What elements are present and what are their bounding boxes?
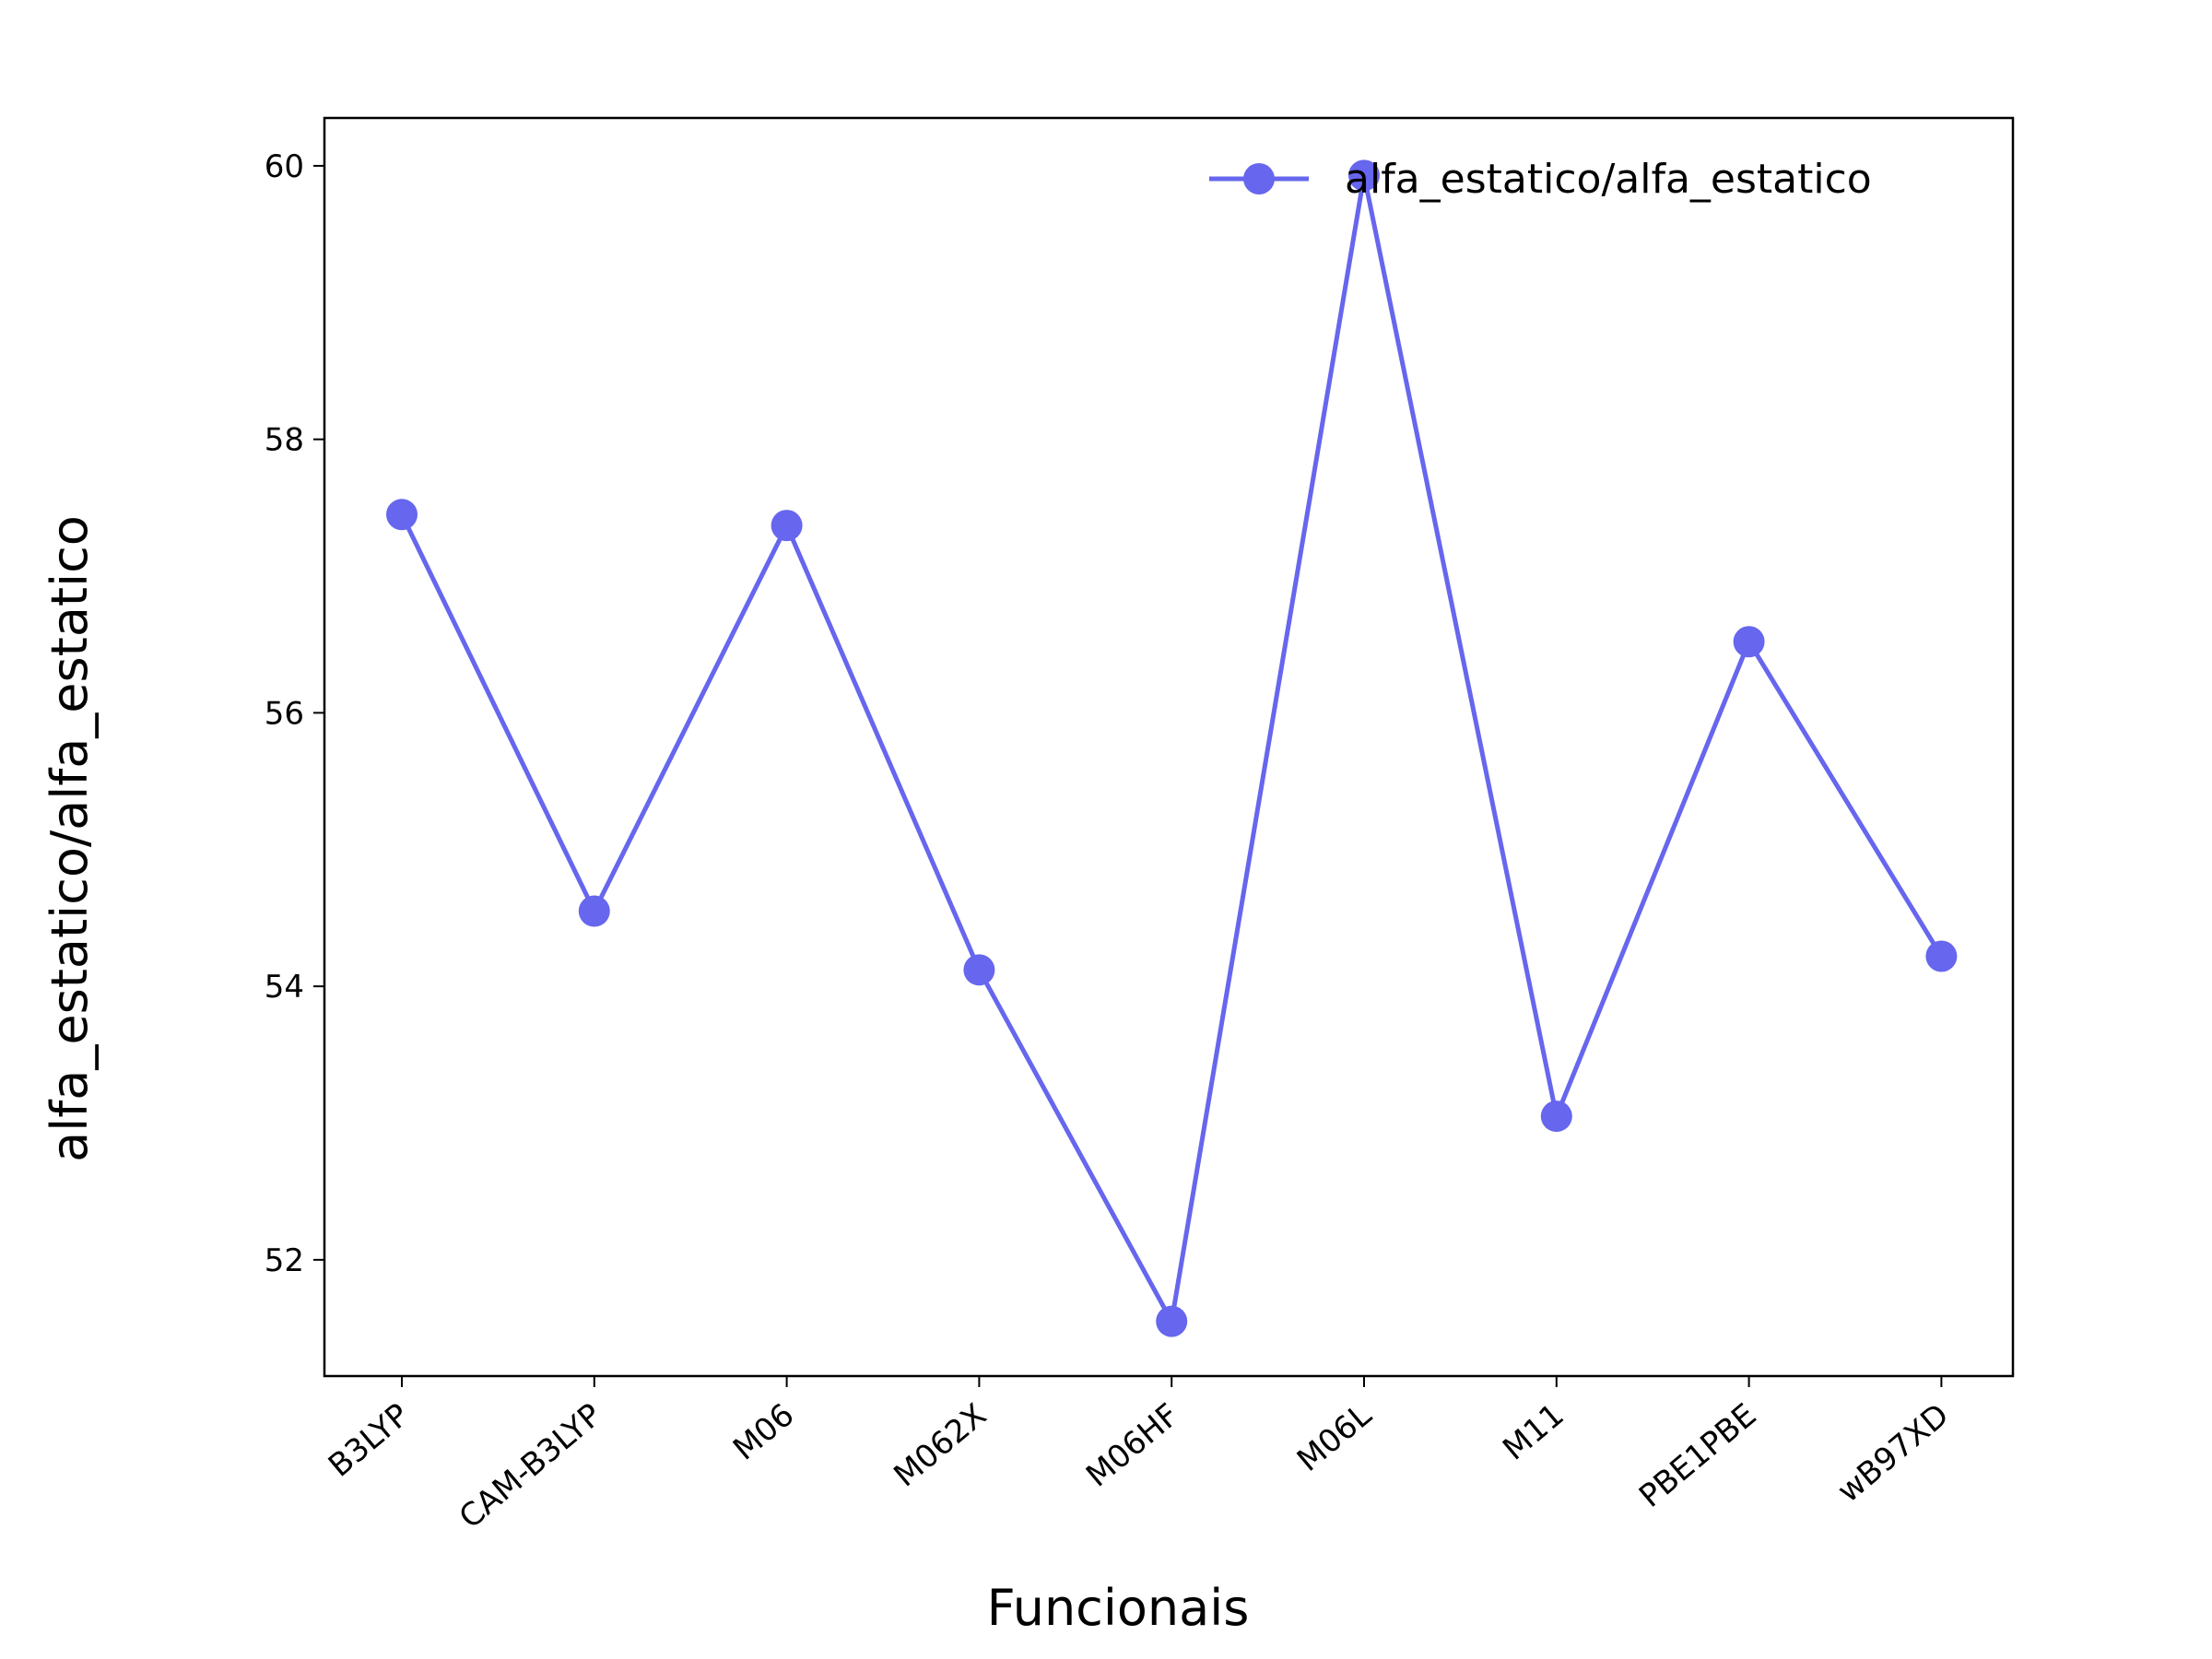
data-point [578,895,610,927]
y-tick-label: 54 [265,969,304,1006]
y-axis-title: alfa_estatico/alfa_estatico [41,515,99,1162]
x-tick-label: M11 [1496,1396,1571,1467]
x-tick-label: B3LYP [322,1396,417,1484]
x-tick-label: wB97XD [1830,1396,1956,1510]
x-axis: B3LYP CAM-B3LYP M06 M062X M06HF M06L M11 PBE1PB… [322,1376,1956,1536]
x-tick-label: M06 [726,1396,801,1467]
data-point [1348,159,1380,192]
y-tick-label: 58 [265,422,304,459]
x-tick-label: CAM-B3LYP [453,1396,609,1536]
y-tick-label: 52 [265,1242,304,1279]
y-tick-label: 56 [265,695,304,732]
plot-area [323,116,2015,1378]
x-tick-label: PBE1PBE [1632,1396,1763,1515]
legend-marker-swatch [1243,163,1275,194]
data-point [1925,940,1958,972]
data-point [1733,626,1765,658]
data-point [771,510,803,542]
data-point [1540,1100,1572,1133]
data-point [386,499,418,531]
series-layer [386,159,1958,1337]
x-axis-title: Funcionais [987,1579,1250,1637]
y-axis: 52 54 56 58 60 [265,148,324,1279]
x-tick-label: M06HF [1079,1396,1186,1494]
legend-label: alfa_estatico/alfa_estatico [1345,156,1872,203]
data-point [1156,1305,1188,1337]
x-tick-label: M06L [1290,1396,1379,1479]
x-tick-label: M062X [887,1396,994,1494]
legend: alfa_estatico/alfa_estatico [1209,156,1872,203]
y-tick-label: 60 [265,148,304,185]
data-point [963,954,995,986]
